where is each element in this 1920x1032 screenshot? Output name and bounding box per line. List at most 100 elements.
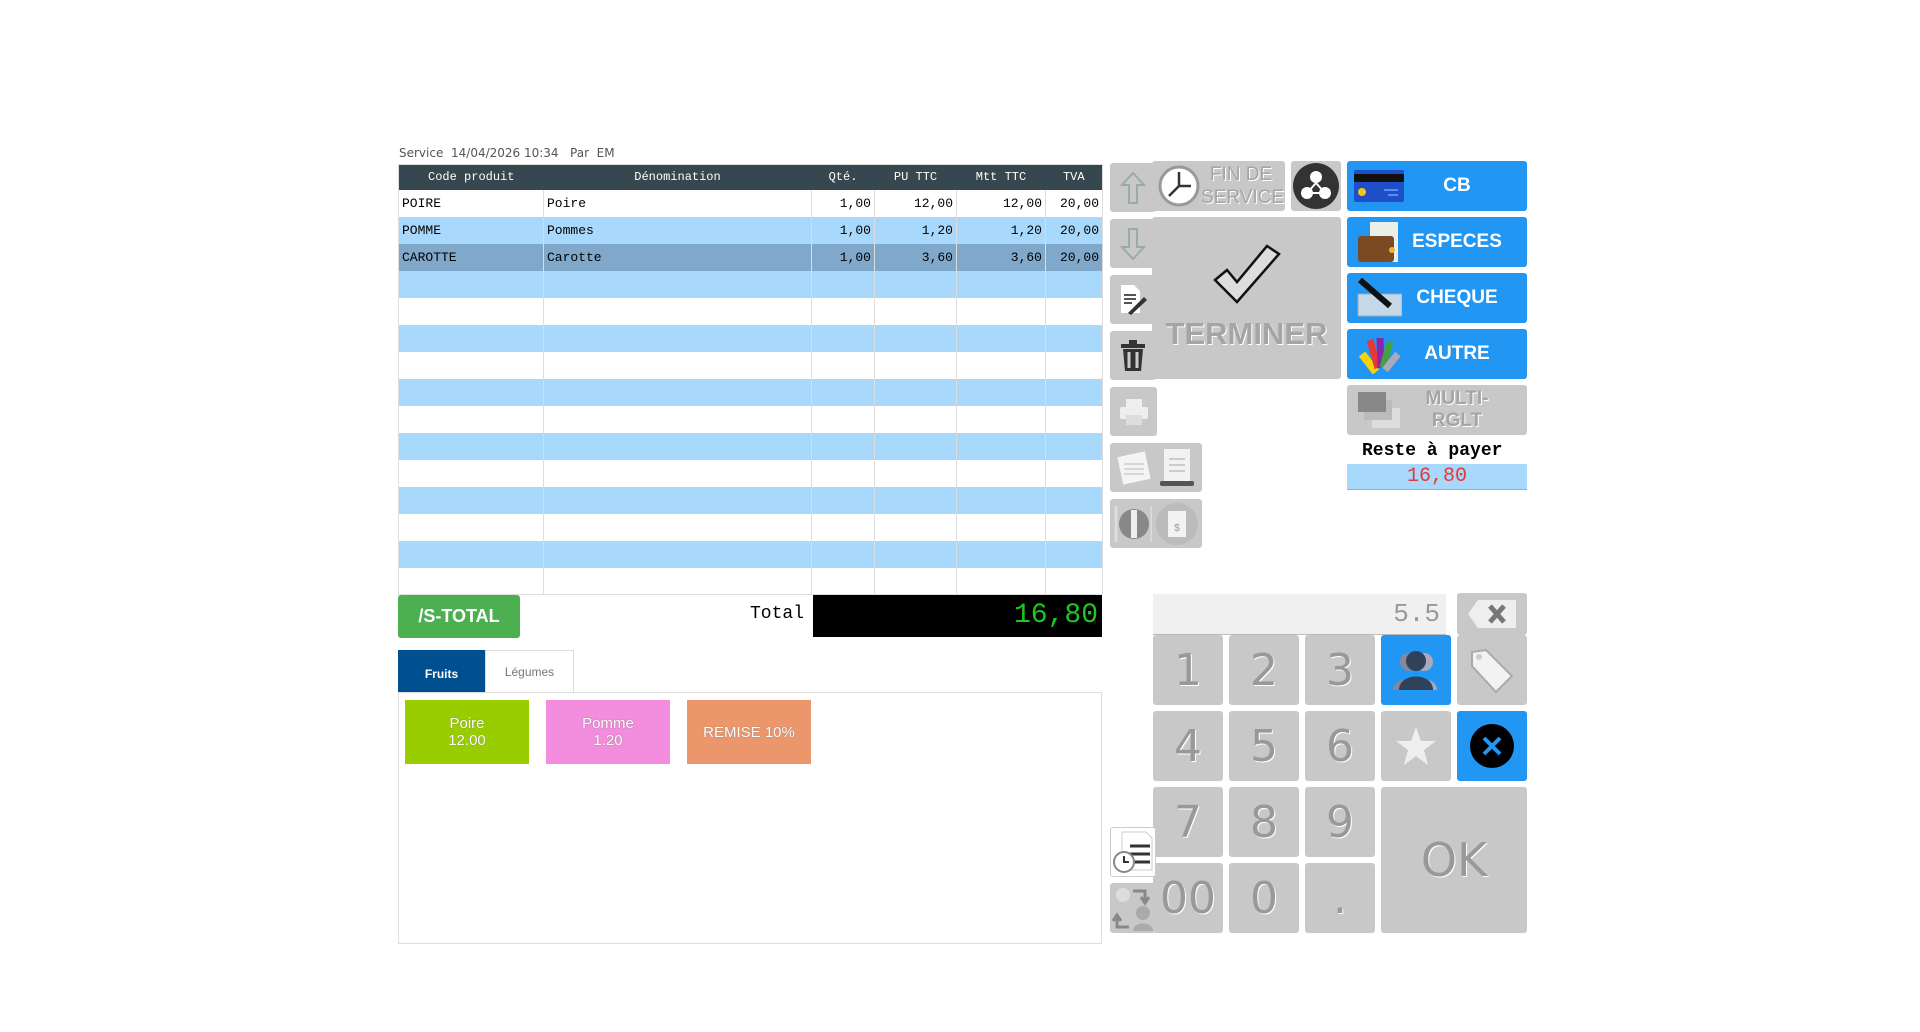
payment-cheque-button[interactable]: CHEQUE (1347, 273, 1527, 323)
cell-name (543, 324, 812, 352)
service-label: Service (399, 146, 444, 160)
cell-mtt (956, 378, 1046, 406)
key-0[interactable]: 0 (1229, 863, 1299, 933)
keypad-display[interactable]: 5.5 (1153, 594, 1446, 635)
key-00[interactable]: 00 (1153, 863, 1223, 933)
cell-name (543, 297, 812, 325)
col-mtt[interactable]: Mtt TTC (956, 164, 1046, 190)
product-button[interactable]: REMISE 10% (687, 700, 811, 764)
payment-autre-button[interactable]: AUTRE (1347, 329, 1527, 379)
cell-pu (874, 432, 957, 460)
payment-especes-button[interactable]: ESPECES (1347, 217, 1527, 267)
table-row[interactable]: POMME Pommes 1,00 1,20 1,20 20,00 (398, 216, 1103, 244)
empty-row (398, 567, 1103, 595)
print-button[interactable] (1110, 387, 1157, 436)
col-tva[interactable]: TVA (1045, 164, 1103, 190)
cell-qty (811, 270, 875, 298)
cell-code (398, 351, 544, 379)
cell-name (543, 378, 812, 406)
empty-row (398, 405, 1103, 433)
empty-row (398, 270, 1103, 298)
ok-button[interactable]: OK (1381, 787, 1527, 933)
cell-mtt: 3,60 (956, 243, 1046, 271)
transfer-button[interactable] (1110, 883, 1156, 933)
terminer-button[interactable]: TERMINER (1152, 217, 1341, 379)
col-qty[interactable]: Qté. (811, 164, 875, 190)
cancel-button[interactable] (1457, 711, 1527, 781)
svg-text:$: $ (1174, 523, 1180, 534)
cell-name (543, 513, 812, 541)
printer-icon (1119, 398, 1148, 425)
user-transfer-icon (1111, 888, 1153, 931)
edit-line-button[interactable] (1110, 275, 1156, 324)
subtotal-button[interactable]: /S-TOTAL (398, 595, 520, 638)
cell-qty (811, 351, 875, 379)
cell-name: Pommes (543, 216, 812, 244)
key-3[interactable]: 3 (1305, 635, 1375, 705)
service-info: Service 14/04/2026 10:34 Par EM (399, 146, 615, 160)
cell-qty (811, 540, 875, 568)
cell-code: POMME (398, 216, 544, 244)
key-1[interactable]: 1 (1153, 635, 1223, 705)
key-5[interactable]: 5 (1229, 711, 1299, 781)
ticket-table: Code produit Dénomination Qté. PU TTC Mt… (398, 164, 1103, 595)
empty-row (398, 540, 1103, 568)
cell-pu (874, 459, 957, 487)
cell-name (543, 405, 812, 433)
cell-pu: 3,60 (874, 243, 957, 271)
col-name[interactable]: Dénomination (543, 164, 812, 190)
key-2[interactable]: 2 (1229, 635, 1299, 705)
favorite-button[interactable] (1381, 711, 1451, 781)
cell-name: Poire (543, 189, 812, 217)
network-button[interactable] (1291, 161, 1341, 211)
empty-row (398, 351, 1103, 379)
empty-row (398, 486, 1103, 514)
star-icon (1396, 727, 1436, 765)
arrow-down-icon (1120, 227, 1146, 260)
col-pu[interactable]: PU TTC (874, 164, 957, 190)
tag-button[interactable] (1457, 635, 1527, 705)
cell-name (543, 270, 812, 298)
receipt-button[interactable] (1152, 443, 1202, 492)
cell-pu (874, 486, 957, 514)
total-display: 16,80 (813, 595, 1102, 637)
bill-button[interactable]: $ (1152, 499, 1202, 548)
cell-mtt (956, 324, 1046, 352)
payment-cb-button[interactable]: CB (1347, 161, 1527, 211)
payment-multi-rglt-button[interactable]: MULTI-RGLT (1347, 385, 1527, 435)
customer-button[interactable] (1381, 635, 1451, 705)
cell-mtt (956, 567, 1046, 595)
backspace-button[interactable] (1457, 593, 1527, 635)
table-service-button[interactable] (1110, 499, 1157, 548)
product-button[interactable]: Poire 12.00 (405, 700, 529, 764)
cell-qty (811, 324, 875, 352)
product-price: 1.20 (593, 732, 623, 749)
key-4[interactable]: 4 (1153, 711, 1223, 781)
table-row[interactable]: POIRE Poire 1,00 12,00 12,00 20,00 (398, 189, 1103, 217)
table-row[interactable]: CAROTTE Carotte 1,00 3,60 3,60 20,00 (398, 243, 1103, 271)
key-7[interactable]: 7 (1153, 787, 1223, 857)
cell-name (543, 351, 812, 379)
move-down-button[interactable] (1110, 219, 1156, 268)
move-up-button[interactable] (1110, 163, 1156, 212)
tab-fruits[interactable]: Fruits (398, 650, 485, 692)
notes-button[interactable] (1110, 443, 1157, 492)
tab-legumes[interactable]: Légumes (485, 650, 574, 693)
total-label: Total (750, 604, 805, 624)
key-6[interactable]: 6 (1305, 711, 1375, 781)
cell-pu: 12,00 (874, 189, 957, 217)
cell-pu (874, 405, 957, 433)
multi-card-icon (1351, 390, 1407, 430)
key-dot[interactable]: . (1305, 863, 1375, 933)
history-button[interactable] (1110, 827, 1156, 877)
cell-code (398, 297, 544, 325)
key-8[interactable]: 8 (1229, 787, 1299, 857)
product-button[interactable]: Pomme 1.20 (546, 700, 670, 764)
cell-qty (811, 567, 875, 595)
fin-de-service-button[interactable]: FIN DE SERVICE (1152, 161, 1285, 211)
delete-line-button[interactable] (1110, 331, 1156, 380)
fin-de-service-label: FIN DE SERVICE (1201, 164, 1285, 208)
cell-name: Carotte (543, 243, 812, 271)
col-code[interactable]: Code produit (398, 164, 544, 190)
key-9[interactable]: 9 (1305, 787, 1375, 857)
